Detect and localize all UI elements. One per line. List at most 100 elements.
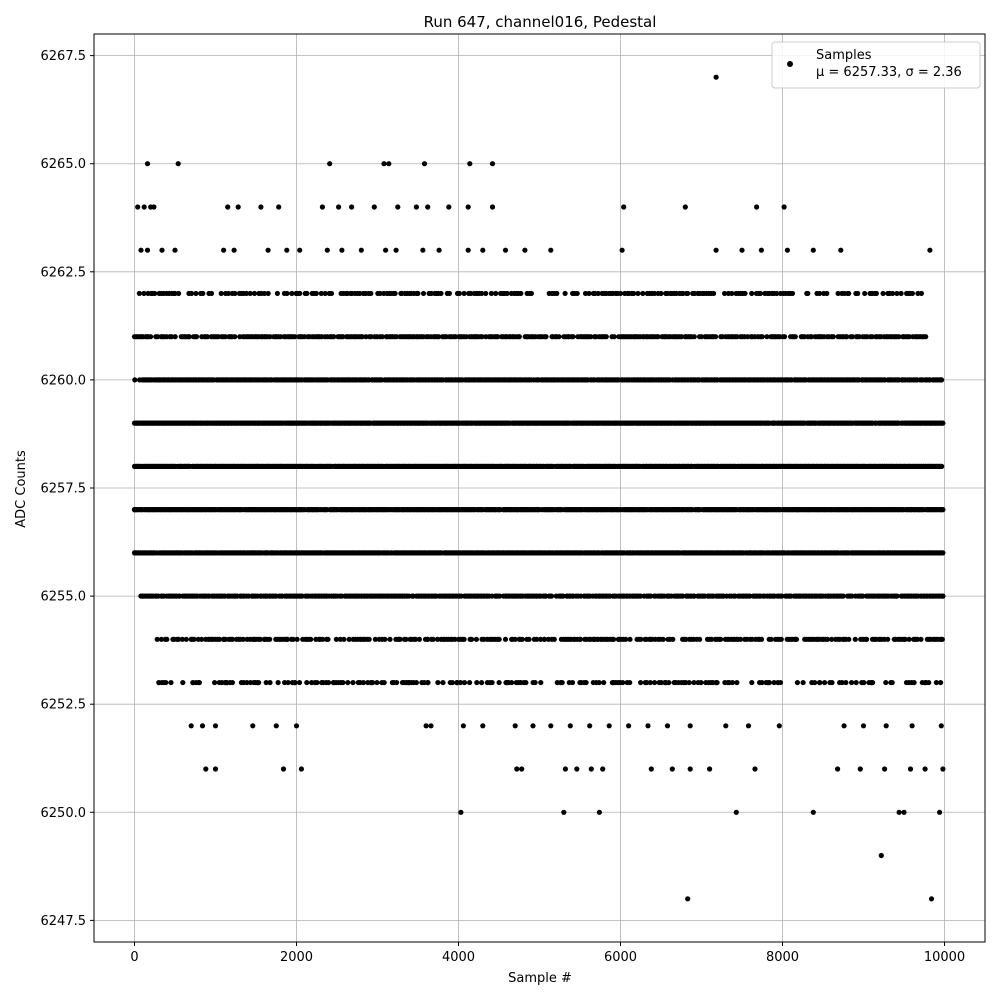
data-point <box>357 290 363 297</box>
data-point <box>275 679 281 686</box>
data-point <box>885 636 891 642</box>
data-point <box>483 290 489 297</box>
data-point <box>852 636 858 642</box>
data-point <box>554 290 560 297</box>
data-point <box>758 636 765 642</box>
data-point <box>148 334 154 340</box>
data-point <box>469 636 475 642</box>
data-point <box>155 334 161 340</box>
data-point <box>141 204 147 210</box>
data-point <box>465 247 471 253</box>
data-point <box>551 636 557 642</box>
data-point <box>413 204 419 210</box>
data-point <box>267 636 273 642</box>
data-point <box>144 161 151 167</box>
data-point <box>218 290 224 297</box>
data-point <box>567 723 573 729</box>
data-point <box>495 334 501 340</box>
data-point <box>734 334 740 340</box>
data-point <box>817 680 823 686</box>
data-point <box>729 290 735 297</box>
data-point <box>494 636 500 642</box>
data-point <box>461 636 467 642</box>
data-point <box>532 679 538 686</box>
data-point <box>619 247 625 253</box>
data-point <box>449 679 455 686</box>
data-point <box>416 636 422 642</box>
data-point <box>800 679 806 686</box>
data-point <box>556 334 562 340</box>
data-point <box>144 247 151 253</box>
data-point <box>284 247 290 253</box>
data-point <box>172 334 178 340</box>
data-point <box>742 290 748 297</box>
data-point <box>359 334 365 340</box>
data-point <box>151 204 157 210</box>
data-point <box>778 636 784 642</box>
data-point <box>774 290 780 297</box>
data-point <box>172 247 178 253</box>
data-point <box>243 290 249 297</box>
data-point <box>835 290 841 297</box>
data-point <box>273 723 279 729</box>
data-point <box>846 636 852 642</box>
data-point <box>394 679 400 686</box>
data-point <box>314 679 320 686</box>
data-point <box>440 679 446 686</box>
data-point <box>265 290 271 297</box>
data-point <box>891 636 897 642</box>
data-point <box>841 636 847 642</box>
data-point <box>713 334 719 340</box>
data-point <box>368 290 374 297</box>
data-point <box>251 636 257 642</box>
data-point <box>436 247 442 253</box>
data-point <box>138 247 144 253</box>
data-point <box>208 290 215 297</box>
data-point <box>222 334 228 340</box>
data-point <box>199 723 206 729</box>
data-point <box>609 680 616 686</box>
data-point <box>251 290 258 297</box>
data-point <box>225 290 231 297</box>
data-point <box>489 679 495 686</box>
data-point <box>940 507 946 513</box>
data-point <box>502 636 509 642</box>
data-point <box>292 334 298 340</box>
data-point <box>345 679 351 686</box>
data-point <box>180 679 186 686</box>
data-point <box>169 334 175 340</box>
data-point <box>873 290 880 297</box>
data-point <box>928 896 935 902</box>
data-point <box>586 290 592 297</box>
data-point <box>718 636 724 642</box>
data-point <box>698 334 705 340</box>
data-point <box>911 679 917 686</box>
data-point <box>383 247 389 253</box>
data-point <box>894 290 900 297</box>
data-point <box>318 290 324 297</box>
data-point <box>592 636 598 642</box>
data-point <box>764 334 770 340</box>
data-point <box>918 636 924 642</box>
data-point <box>261 290 267 297</box>
data-point <box>502 247 509 253</box>
data-point <box>461 290 467 297</box>
data-point <box>132 377 138 383</box>
data-point <box>516 334 522 340</box>
data-point <box>454 680 460 686</box>
data-point <box>660 636 666 642</box>
data-point <box>141 290 147 297</box>
data-point <box>844 334 850 340</box>
data-point <box>479 679 485 686</box>
data-point <box>297 290 303 297</box>
data-point <box>366 636 372 642</box>
data-point <box>212 679 218 686</box>
data-point <box>645 723 651 729</box>
data-point <box>812 679 818 686</box>
data-point <box>350 636 356 642</box>
data-point <box>621 204 627 210</box>
data-point <box>235 204 241 210</box>
data-point <box>861 679 867 686</box>
data-point <box>294 636 300 642</box>
